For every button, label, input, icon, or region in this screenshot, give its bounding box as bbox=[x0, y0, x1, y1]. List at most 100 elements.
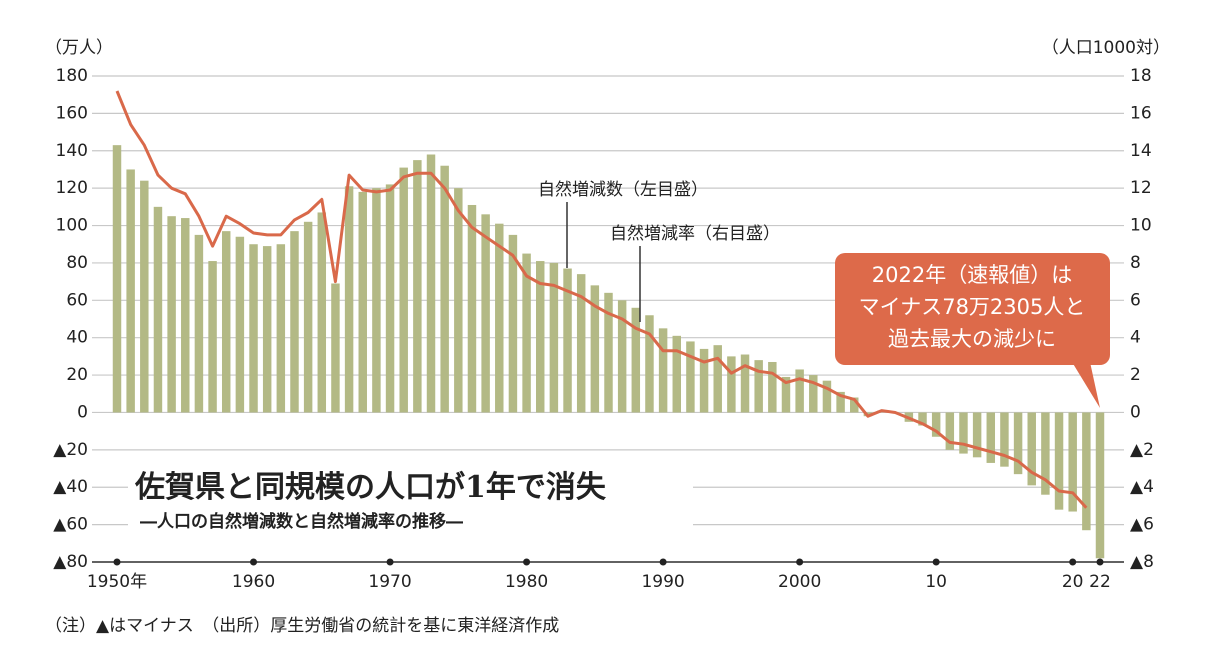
bar bbox=[153, 206, 163, 413]
x-tick-label: 1950年 bbox=[87, 572, 147, 592]
bar bbox=[290, 231, 299, 413]
y2-tick-label: 8 bbox=[1130, 253, 1141, 273]
bar bbox=[563, 268, 572, 413]
bar bbox=[768, 361, 777, 413]
bar bbox=[536, 261, 545, 413]
bar bbox=[604, 292, 613, 413]
x-tick bbox=[523, 558, 531, 566]
bar bbox=[836, 391, 845, 413]
bar bbox=[262, 246, 272, 413]
bar bbox=[672, 335, 681, 413]
x-tick bbox=[386, 558, 394, 566]
y-tick-label: 40 bbox=[66, 328, 88, 348]
bar bbox=[1041, 412, 1050, 495]
bar bbox=[317, 212, 327, 413]
line bbox=[115, 90, 1088, 509]
bar bbox=[454, 188, 463, 413]
bar bbox=[194, 234, 204, 413]
bar bbox=[249, 244, 258, 413]
bar bbox=[126, 169, 135, 413]
bars bbox=[112, 145, 1105, 559]
bar bbox=[399, 167, 408, 413]
bar bbox=[1082, 412, 1091, 531]
bar bbox=[850, 397, 859, 413]
bar bbox=[822, 380, 832, 413]
y-tick-label: 120 bbox=[56, 178, 88, 198]
bar bbox=[986, 412, 996, 463]
callout-pointer bbox=[1072, 362, 1100, 408]
x-tick bbox=[113, 558, 121, 566]
y2-tick-label: ▲2 bbox=[1130, 440, 1154, 460]
x-tick bbox=[932, 558, 940, 566]
bar bbox=[426, 154, 436, 413]
y-tick-label: 100 bbox=[56, 216, 88, 236]
bar bbox=[931, 412, 941, 437]
bar bbox=[549, 262, 559, 413]
bar bbox=[481, 214, 490, 413]
bar bbox=[617, 300, 627, 413]
bar bbox=[385, 184, 395, 413]
y-tick-label: ▲20 bbox=[53, 440, 88, 460]
bar bbox=[344, 186, 354, 413]
bar bbox=[686, 341, 695, 413]
y2-tick-label: 0 bbox=[1130, 402, 1141, 422]
y2-tick-label: 14 bbox=[1130, 141, 1152, 161]
bar bbox=[467, 204, 477, 413]
y-tick-label: ▲40 bbox=[53, 477, 88, 497]
x-tick-label: 1960 bbox=[232, 572, 275, 592]
title-backdrop bbox=[128, 466, 693, 536]
lines bbox=[115, 90, 1088, 509]
y-tick-label: ▲80 bbox=[53, 552, 88, 572]
x-tick bbox=[1069, 558, 1077, 566]
bar bbox=[508, 234, 518, 413]
x-tick-label: 2000 bbox=[778, 572, 821, 592]
bar bbox=[140, 180, 149, 413]
y-tick-label: 140 bbox=[56, 141, 88, 161]
y-tick-label: 180 bbox=[56, 66, 88, 86]
x-tick-label: 20 bbox=[1062, 572, 1084, 592]
callout-text: 2022年（速報値）は bbox=[872, 263, 1072, 287]
x-tick-label: 22 bbox=[1089, 572, 1111, 592]
bar bbox=[495, 223, 504, 413]
bar bbox=[754, 360, 763, 413]
bar bbox=[658, 328, 668, 413]
bar bbox=[440, 165, 449, 413]
note: （注）▲はマイナス （出所）厚生労働省の統計を基に東洋経済作成 bbox=[45, 616, 559, 636]
callout-box bbox=[835, 253, 1110, 365]
y2-tick-label: 18 bbox=[1130, 66, 1152, 86]
bar bbox=[522, 253, 531, 413]
chart-subtitle: ―人口の自然増減数と自然増減率の推移― bbox=[140, 511, 463, 532]
y-tick-label: ▲60 bbox=[53, 515, 88, 535]
y2-tick-label: ▲8 bbox=[1130, 552, 1154, 572]
bar bbox=[590, 285, 600, 413]
bar bbox=[727, 356, 736, 413]
bar bbox=[781, 376, 791, 413]
bar bbox=[972, 412, 982, 458]
bar bbox=[358, 191, 367, 413]
bar bbox=[1054, 412, 1064, 510]
y2-tick-label: 16 bbox=[1130, 103, 1152, 123]
y-tick-label: 0 bbox=[77, 402, 88, 422]
x-tick bbox=[796, 558, 804, 566]
bar bbox=[181, 218, 190, 413]
bar bbox=[1000, 412, 1009, 467]
annotation: 自然増減数（左目盛） bbox=[538, 180, 708, 200]
y-axis-label: （万人） bbox=[45, 38, 113, 58]
chart-title: 佐賀県と同規模の人口が1年で消失 bbox=[134, 470, 607, 505]
bar bbox=[167, 216, 176, 413]
bar bbox=[112, 145, 122, 413]
bar bbox=[413, 160, 422, 413]
y2-axis-label: （人口1000対） bbox=[1042, 38, 1170, 58]
x-tick bbox=[250, 558, 258, 566]
x-tick bbox=[1096, 558, 1104, 566]
x-tick-label: 1990 bbox=[641, 572, 684, 592]
y2-tick-label: 12 bbox=[1130, 178, 1152, 198]
bar bbox=[208, 261, 217, 413]
bar bbox=[1068, 412, 1077, 512]
bar bbox=[303, 221, 313, 413]
y-tick-label: 160 bbox=[56, 103, 88, 123]
bar bbox=[576, 274, 586, 413]
x-tick-label: 1980 bbox=[505, 572, 548, 592]
bar bbox=[740, 354, 750, 413]
bar bbox=[945, 412, 955, 450]
